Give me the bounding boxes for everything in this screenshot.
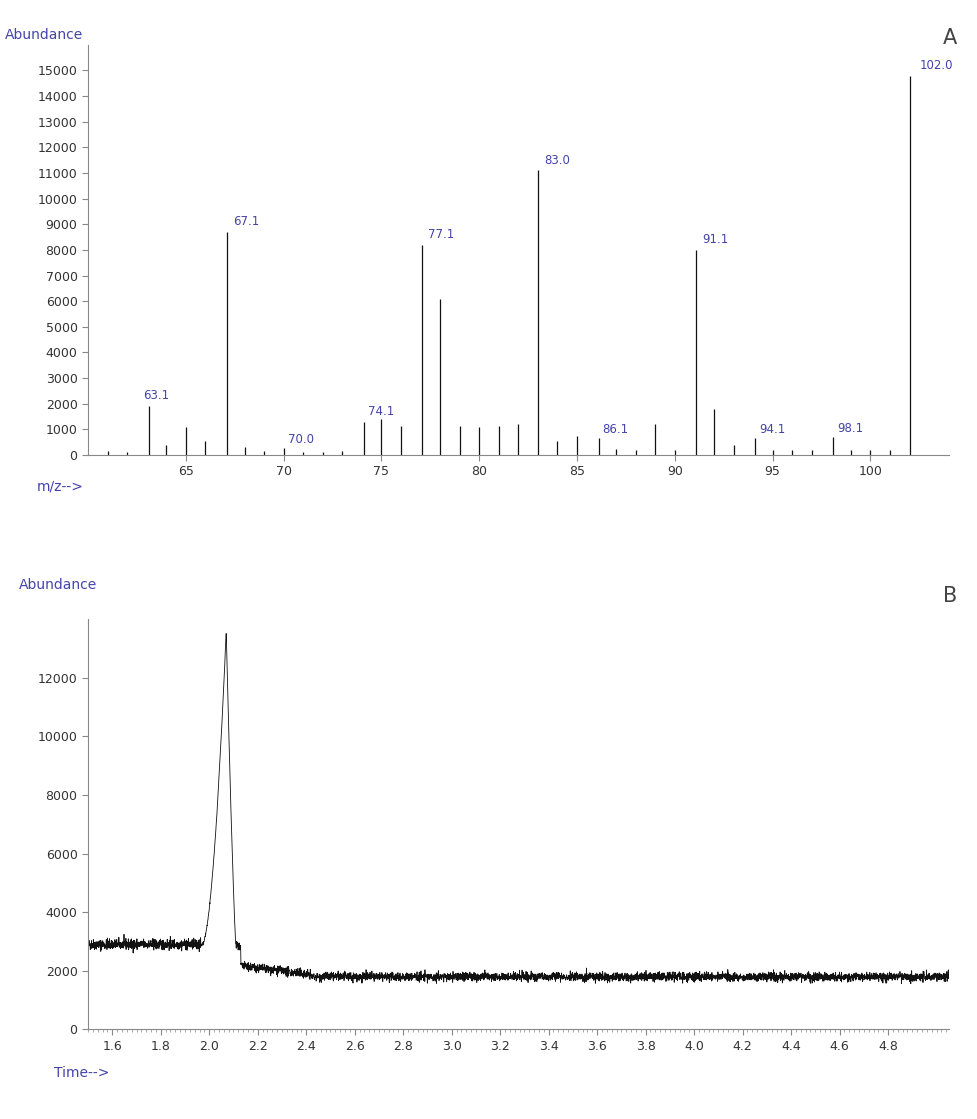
Text: 74.1: 74.1 [367,405,394,417]
Text: Time-->: Time--> [54,1066,108,1081]
Text: Abundance: Abundance [5,28,83,43]
Text: 83.0: 83.0 [543,153,569,167]
Text: 98.1: 98.1 [836,422,863,435]
Text: Abundance: Abundance [20,579,98,592]
Text: 63.1: 63.1 [143,389,169,403]
Text: 86.1: 86.1 [602,423,628,436]
Text: 94.1: 94.1 [758,423,785,436]
Text: 91.1: 91.1 [701,233,728,246]
Text: B: B [942,586,956,606]
Text: 102.0: 102.0 [918,58,952,72]
Text: 70.0: 70.0 [287,433,314,445]
Text: A: A [942,28,956,48]
Text: 77.1: 77.1 [428,228,454,241]
Text: 67.1: 67.1 [233,215,259,228]
Text: m/z-->: m/z--> [36,480,83,493]
